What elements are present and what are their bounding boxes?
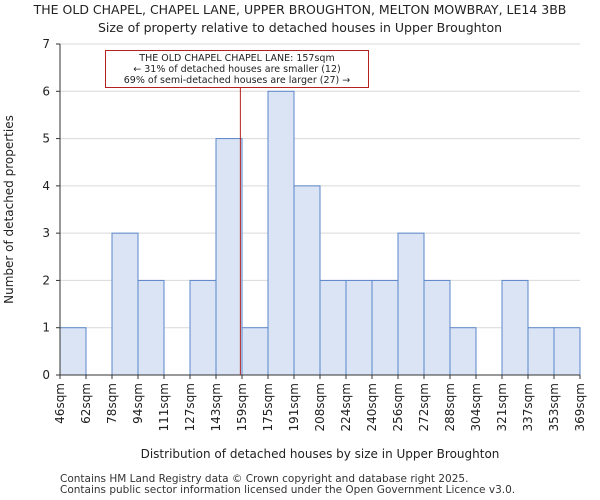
histogram-chart: 0 1 2 3 4 5 6 7 46sqm 62sqm 78sqm 94sqm 111sqm 127sq… [2,37,587,461]
x-tick-label-46sqm: 46sqm [53,383,67,424]
footer-line-2: Contains public sector information licen… [60,484,516,496]
y-tick-label-5: 5 [42,132,50,146]
y-tick-label-4: 4 [42,179,50,193]
annotation-line-1: THE OLD CHAPEL CHAPEL LANE: 157sqm [139,53,335,64]
y-axis-label: Number of detached properties [2,115,16,304]
y-tick-label-3: 3 [42,226,50,240]
bar-240sqm [371,279,399,376]
x-tick-label-159sqm: 159sqm [235,383,249,431]
x-tick-label-143sqm: 143sqm [209,383,223,431]
bar-321sqm [501,279,529,376]
bar-159sqm [241,327,269,376]
x-tick-label-224sqm: 224sqm [339,383,353,431]
annotation-box: THE OLD CHAPEL CHAPEL LANE: 157sqm ← 31%… [105,50,369,88]
bar-288sqm [449,327,477,376]
x-tick-label-337sqm: 337sqm [521,383,535,431]
bar-143sqm [215,138,243,376]
x-tick-label-111sqm: 111sqm [157,383,171,431]
bar-353sqm [553,327,581,376]
x-tick-label-62sqm: 62sqm [79,383,93,424]
x-tick-label-78sqm: 78sqm [105,383,119,424]
x-tick-label-94sqm: 94sqm [131,383,145,424]
x-tick-label-288sqm: 288sqm [443,383,457,431]
y-ticks: 0 1 2 3 4 5 6 7 [42,37,60,382]
bar-191sqm [293,185,321,376]
bar-127sqm [189,279,217,376]
y-tick-label-2: 2 [42,273,50,287]
y-tick-label-1: 1 [42,321,50,335]
x-tick-label-256sqm: 256sqm [391,383,405,431]
x-tick-label-175sqm: 175sqm [261,383,275,431]
bar-272sqm [423,279,451,376]
annotation-line-3: 69% of semi-detached houses are larger (… [123,75,351,86]
y-tick-label-7: 7 [42,37,50,51]
y-tick-label-0: 0 [42,368,50,382]
bar-256sqm [397,232,425,376]
x-axis-label: Distribution of detached houses by size … [141,447,500,461]
bar-175sqm [267,90,295,376]
x-tick-label-272sqm: 272sqm [417,383,431,431]
y-tick-label-6: 6 [42,84,50,98]
bar-78sqm [111,232,139,376]
x-tick-label-191sqm: 191sqm [287,383,301,431]
bar-224sqm [345,279,373,376]
x-tick-label-304sqm: 304sqm [469,383,483,431]
footer-line-1: Contains HM Land Registry data © Crown c… [60,473,469,485]
x-ticks: 46sqm 62sqm 78sqm 94sqm 111sqm 127sqm 143sqm 15… [53,375,587,431]
x-tick-label-369sqm: 369sqm [573,383,587,431]
x-tick-label-240sqm: 240sqm [365,383,379,431]
x-tick-label-321sqm: 321sqm [495,383,509,431]
chart-title: THE OLD CHAPEL, CHAPEL LANE, UPPER BROUG… [33,2,567,17]
bar-337sqm [527,327,555,376]
bar-94sqm [137,279,165,376]
x-tick-label-127sqm: 127sqm [183,383,197,431]
bar-208sqm [319,279,347,376]
bar-46sqm [59,327,87,376]
x-tick-label-208sqm: 208sqm [313,383,327,431]
annotation-line-2: ← 31% of detached houses are smaller (12… [133,64,341,75]
bars [59,90,581,376]
x-tick-label-353sqm: 353sqm [547,383,561,431]
chart-subtitle: Size of property relative to detached ho… [97,20,503,35]
